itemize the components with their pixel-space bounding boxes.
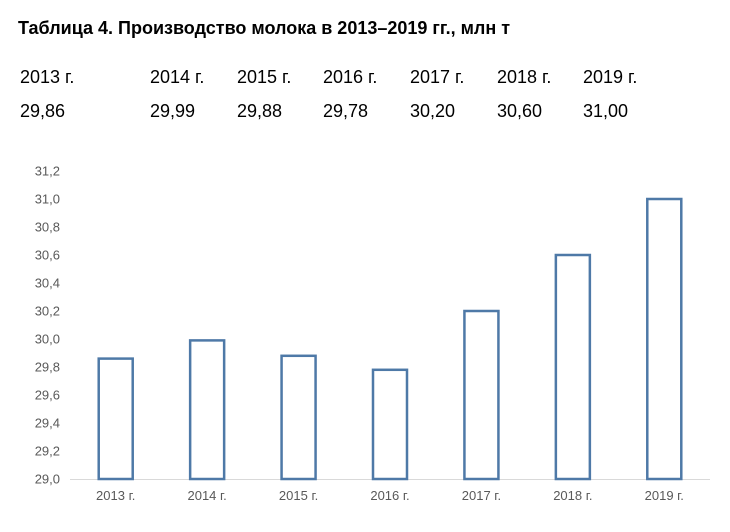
y-tick-label: 30,6 — [35, 248, 60, 263]
y-tick-label: 30,0 — [35, 332, 60, 347]
table-value-cell: 29,78 — [323, 101, 369, 121]
bar — [554, 253, 592, 481]
y-tick-label: 31,2 — [35, 164, 60, 179]
x-tick-label: 2017 г. — [462, 488, 501, 503]
bar — [646, 197, 683, 481]
table-header-cell: 2019 г. — [583, 67, 638, 87]
bar — [371, 368, 409, 481]
data-table: 2013 г. 2014 г. 2015 г. 2016 г. 2017 г. … — [0, 0, 730, 130]
table-header-cell: 2016 г. — [323, 67, 378, 87]
y-axis: 29,0 29,2 29,4 29,6 29,8 30,0 30,2 30,4 30,6 30,8… — [35, 164, 60, 487]
bar — [97, 357, 134, 481]
y-tick-label: 29,4 — [35, 416, 60, 431]
bar — [280, 354, 317, 481]
x-tick-label: 2015 г. — [279, 488, 318, 503]
table-value-cell: 29,99 — [150, 101, 196, 121]
table-value-cell: 31,00 — [583, 101, 629, 121]
table-value-cell: 30,60 — [497, 101, 543, 121]
x-tick-label: 2013 г. — [96, 488, 135, 503]
table-header-cell: 2013 г. — [20, 67, 75, 87]
table-header-cell: 2015 г. — [237, 67, 292, 87]
bar — [188, 339, 226, 481]
table-value-cell: 29,86 — [20, 101, 66, 121]
table-value-cell: 30,20 — [410, 101, 456, 121]
y-tick-label: 30,8 — [35, 220, 60, 235]
page-title: Таблица 4. Производство молока в 2013–20… — [18, 18, 511, 38]
x-tick-label: 2014 г. — [187, 488, 226, 503]
bars — [97, 197, 683, 481]
x-tick-label: 2019 г. — [645, 488, 684, 503]
y-tick-label: 29,0 — [35, 472, 60, 487]
y-tick-label: 29,6 — [35, 388, 60, 403]
x-tick-label: 2018 г. — [553, 488, 592, 503]
table-header-cell: 2017 г. — [410, 67, 465, 87]
y-tick-label: 29,8 — [35, 360, 60, 375]
table-value-cell: 29,88 — [237, 101, 283, 121]
bar — [463, 309, 500, 481]
y-tick-label: 30,4 — [35, 276, 60, 291]
x-axis: 2013 г. 2014 г. 2015 г. 2016 г. 2017 г. 2018 … — [96, 488, 684, 503]
table-header-cell: 2014 г. — [150, 67, 205, 87]
y-tick-label: 30,2 — [35, 304, 60, 319]
y-tick-label: 29,2 — [35, 444, 60, 459]
x-tick-label: 2016 г. — [370, 488, 409, 503]
table-header-cell: 2018 г. — [497, 67, 552, 87]
y-tick-label: 31,0 — [35, 192, 60, 207]
